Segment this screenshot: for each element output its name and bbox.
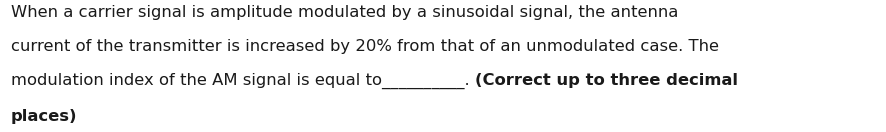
Text: current of the transmitter is increased by 20% from that of an unmodulated case.: current of the transmitter is increased … xyxy=(11,39,718,54)
Text: When a carrier signal is amplitude modulated by a sinusoidal signal, the antenna: When a carrier signal is amplitude modul… xyxy=(11,5,677,20)
Text: (Correct up to three decimal: (Correct up to three decimal xyxy=(474,73,736,88)
Text: places): places) xyxy=(11,109,77,124)
Text: modulation index of the AM signal is equal to__________.: modulation index of the AM signal is equ… xyxy=(11,73,474,89)
